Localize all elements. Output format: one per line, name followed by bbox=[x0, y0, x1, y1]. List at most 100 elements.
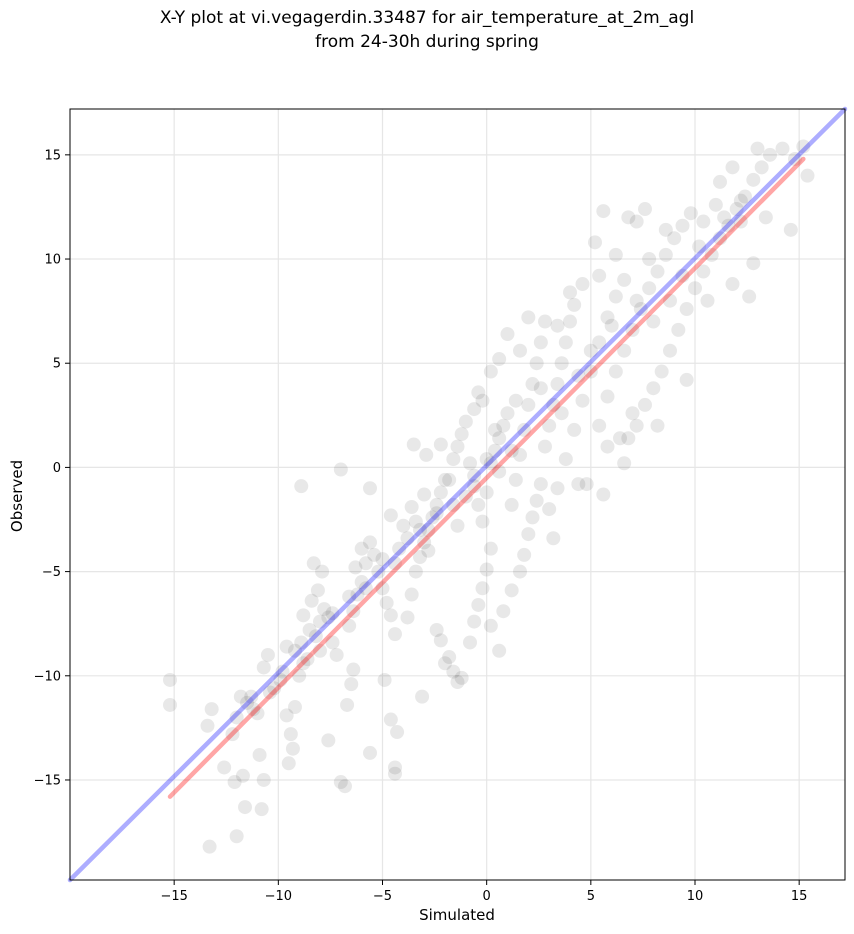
scatter-point bbox=[617, 272, 632, 287]
scatter-point bbox=[383, 712, 398, 727]
scatter-point bbox=[658, 222, 673, 237]
y-tick-label: 15 bbox=[44, 148, 61, 163]
scatter-point bbox=[419, 447, 434, 462]
y-tick-label: 10 bbox=[44, 253, 61, 268]
scatter-point bbox=[458, 489, 473, 504]
scatter-point bbox=[342, 618, 357, 633]
scatter-point bbox=[467, 468, 482, 483]
scatter-point bbox=[377, 672, 392, 687]
scatter-point bbox=[354, 541, 369, 556]
scatter-point bbox=[404, 587, 419, 602]
scatter-point bbox=[725, 160, 740, 175]
scatter-point bbox=[333, 775, 348, 790]
y-tick-label: 5 bbox=[53, 357, 61, 372]
scatter-point bbox=[421, 522, 436, 537]
scatter-point bbox=[475, 581, 490, 596]
y-tick-label: −5 bbox=[42, 565, 61, 580]
scatter-point bbox=[163, 697, 177, 712]
scatter-point bbox=[467, 402, 482, 417]
scatter-point bbox=[475, 514, 490, 529]
scatter-point bbox=[592, 335, 607, 350]
scatter-point bbox=[533, 381, 548, 396]
scatter-point bbox=[429, 506, 444, 521]
plot-frame bbox=[69, 108, 846, 881]
scatter-point bbox=[483, 364, 498, 379]
scatter-point bbox=[279, 708, 294, 723]
scatter-point bbox=[658, 247, 673, 262]
scatter-point bbox=[256, 660, 271, 675]
scatter-point bbox=[625, 406, 640, 421]
scatter-point bbox=[340, 697, 355, 712]
scatter-point bbox=[390, 725, 405, 740]
scatter-point bbox=[675, 218, 690, 233]
x-tick-label: 0 bbox=[483, 889, 491, 904]
scatter-point bbox=[517, 547, 532, 562]
scatter-point bbox=[642, 252, 657, 267]
scatter-point bbox=[488, 443, 502, 458]
scatter-point bbox=[513, 343, 527, 358]
scatter-point bbox=[500, 327, 515, 342]
scatter-point bbox=[775, 141, 790, 156]
scatter-point bbox=[650, 264, 665, 279]
scatter-point bbox=[479, 562, 494, 577]
scatter-point bbox=[763, 147, 777, 162]
reference-line bbox=[67, 106, 848, 883]
scatter-point bbox=[717, 210, 732, 225]
scatter-point bbox=[375, 581, 390, 596]
scatter-point bbox=[692, 239, 707, 254]
scatter-point bbox=[504, 497, 519, 512]
scatter-point bbox=[463, 635, 477, 650]
scatter-point bbox=[654, 364, 669, 379]
scatter-point bbox=[217, 760, 232, 775]
scatter-point bbox=[363, 535, 377, 550]
scatter-point bbox=[508, 472, 523, 487]
scatter-point bbox=[642, 281, 657, 296]
scatter-point bbox=[260, 647, 275, 662]
scatter-point bbox=[300, 652, 315, 667]
scatter-point bbox=[575, 277, 590, 292]
scatter-point bbox=[638, 202, 652, 217]
scatter-point bbox=[800, 168, 815, 183]
scatter-point bbox=[446, 664, 461, 679]
scatter-point bbox=[625, 322, 640, 337]
scatter-point bbox=[521, 310, 536, 325]
scatter-point bbox=[471, 597, 486, 612]
scatter-point bbox=[433, 437, 448, 452]
scatter-point bbox=[342, 589, 357, 604]
scatter-point bbox=[433, 633, 448, 648]
scatter-point bbox=[608, 247, 623, 262]
scatter-point bbox=[529, 356, 544, 371]
scatter-point bbox=[508, 393, 523, 408]
x-tick-label: 10 bbox=[687, 889, 704, 904]
scatter-point bbox=[229, 829, 244, 844]
scatter-point bbox=[267, 681, 282, 696]
scatter-point bbox=[225, 727, 240, 742]
scatter-point bbox=[688, 281, 702, 296]
scatter-point bbox=[733, 214, 748, 229]
scatter-point bbox=[471, 385, 486, 400]
scatter-point bbox=[442, 650, 457, 665]
scatter-point bbox=[563, 314, 577, 329]
scatter-point bbox=[629, 214, 644, 229]
scatter-point bbox=[454, 670, 469, 685]
scatter-point bbox=[533, 335, 548, 350]
scatter-point bbox=[463, 456, 477, 471]
scatter-point bbox=[621, 210, 636, 225]
scatter-point bbox=[533, 477, 548, 492]
scatter-point bbox=[358, 581, 373, 596]
scatter-point bbox=[592, 418, 607, 433]
scatter-point bbox=[246, 702, 261, 717]
scatter-point bbox=[725, 277, 740, 292]
scatter-point bbox=[344, 677, 359, 692]
scatter-point bbox=[450, 439, 465, 454]
scatter-point bbox=[281, 756, 296, 771]
scatter-point bbox=[408, 564, 423, 579]
scatter-point bbox=[240, 695, 255, 710]
y-axis-label: Observed bbox=[8, 460, 26, 532]
scatter-point bbox=[542, 502, 557, 517]
scatter-point bbox=[746, 256, 761, 271]
scatter-point bbox=[417, 487, 432, 502]
scatter-point bbox=[504, 583, 519, 598]
scatter-point bbox=[529, 493, 544, 508]
scatter-point bbox=[400, 610, 415, 625]
